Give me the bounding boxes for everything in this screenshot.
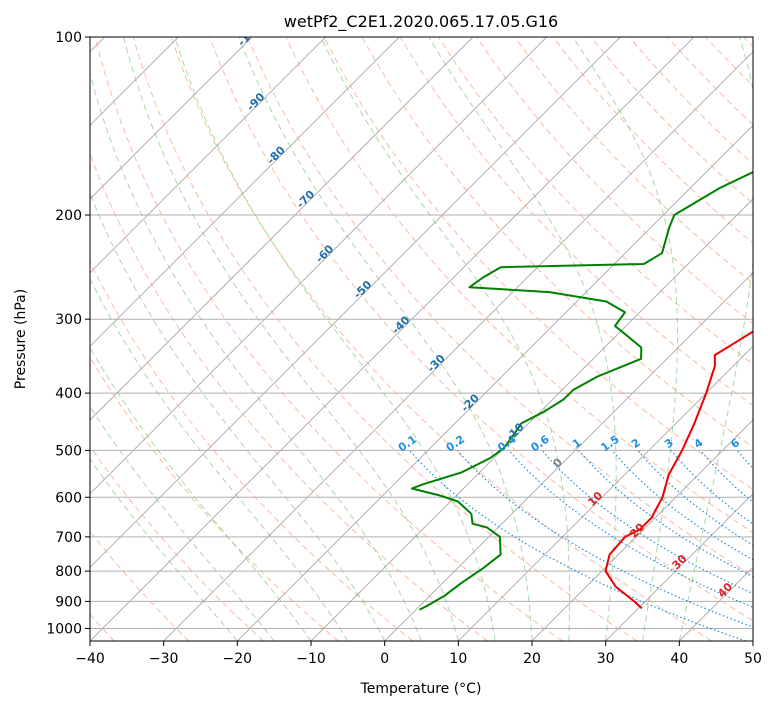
moist-adiabat bbox=[90, 192, 386, 641]
moist-adiabat bbox=[90, 346, 312, 641]
x-tick-label: 40 bbox=[670, 651, 688, 667]
dry-adiabat bbox=[90, 445, 264, 641]
skewed-isotherm bbox=[90, 37, 400, 348]
chart-title: wetPf2_C2E1.2020.065.17.05.G16 bbox=[284, 12, 558, 32]
skewed-isotherm bbox=[384, 271, 753, 641]
skewed-isotherm bbox=[457, 345, 753, 641]
moist-adiabats bbox=[90, 37, 753, 641]
x-tick-label: 30 bbox=[597, 651, 615, 667]
x-axis-label: Temperature (°C) bbox=[360, 681, 482, 697]
skewed-isotherm bbox=[90, 37, 621, 569]
moist-adiabat bbox=[320, 37, 570, 641]
y-axis-ticks: 100 200 300 400 500 600 700 800 900 1000 bbox=[46, 30, 90, 637]
moist-adiabat bbox=[428, 37, 617, 641]
mixing-ratio-line bbox=[409, 450, 746, 641]
dry-adiabat bbox=[323, 37, 753, 491]
y-tick-label: 100 bbox=[55, 30, 82, 46]
skewed-isotherm bbox=[605, 492, 753, 641]
skewed-isotherm bbox=[90, 37, 253, 200]
y-tick-label: 600 bbox=[55, 490, 82, 506]
moist-adiabat bbox=[90, 277, 349, 641]
dry-adiabat bbox=[90, 356, 339, 641]
y-tick-label: 500 bbox=[55, 443, 82, 459]
x-tick-label: −30 bbox=[149, 651, 179, 667]
moist-adiabat bbox=[238, 37, 533, 641]
y-tick-label: 700 bbox=[55, 530, 82, 546]
moist-adiabat bbox=[678, 37, 753, 641]
dry-adiabat bbox=[209, 37, 753, 622]
moist-adiabat bbox=[90, 71, 422, 641]
skewed-isotherm bbox=[163, 50, 753, 641]
x-tick-label: 0 bbox=[380, 651, 389, 667]
x-axis-ticks: −40 −30 −20 −10 0 10 20 30 40 50 bbox=[75, 641, 762, 667]
skewed-isotherms bbox=[90, 37, 753, 641]
x-tick-label: −20 bbox=[223, 651, 253, 667]
plot-frame bbox=[89, 36, 754, 642]
moist-adiabat bbox=[572, 37, 678, 641]
skewed-isotherm bbox=[236, 124, 753, 641]
moist-adiabat bbox=[174, 37, 496, 641]
profile-series bbox=[410, 171, 753, 611]
dry-adiabat bbox=[285, 37, 753, 534]
x-tick-label: −10 bbox=[296, 651, 326, 667]
dry-adiabat bbox=[170, 37, 712, 641]
moist-adiabat bbox=[90, 405, 275, 641]
y-tick-label: 300 bbox=[55, 312, 82, 328]
mixing-ratio-line bbox=[670, 450, 753, 525]
y-tick-label: 800 bbox=[55, 564, 82, 580]
skewed-isotherm bbox=[90, 37, 474, 421]
y-tick-label: 1000 bbox=[46, 621, 82, 637]
mixing-ratio-line bbox=[637, 450, 753, 546]
moist-adiabat bbox=[123, 37, 459, 641]
dry-adiabats bbox=[90, 37, 753, 641]
dewpoint-profile bbox=[410, 171, 753, 611]
dry-adiabat bbox=[476, 37, 753, 325]
dry-adiabat bbox=[94, 37, 563, 641]
y-tick-label: 900 bbox=[55, 594, 82, 610]
y-tick-label: 400 bbox=[55, 386, 82, 402]
dry-adiabat bbox=[90, 260, 414, 641]
dry-adiabat bbox=[247, 37, 753, 577]
skewed-isotherm bbox=[531, 419, 753, 641]
x-tick-label: −40 bbox=[75, 651, 105, 667]
dry-adiabat bbox=[514, 37, 753, 284]
isotherm-label: -100 bbox=[235, 20, 264, 49]
x-tick-label: 20 bbox=[523, 651, 541, 667]
mixing-ratio-line bbox=[541, 450, 753, 595]
moist-adiabat bbox=[90, 458, 238, 641]
temperature-profile bbox=[604, 330, 753, 610]
skewed-isotherm bbox=[90, 37, 327, 274]
skewed-isotherm bbox=[90, 37, 548, 495]
x-tick-label: 50 bbox=[744, 651, 762, 667]
dry-adiabat bbox=[132, 37, 638, 641]
y-tick-label: 200 bbox=[55, 208, 82, 224]
x-tick-label: 10 bbox=[449, 651, 467, 667]
y-axis-label: Pressure (hPa) bbox=[13, 289, 29, 389]
